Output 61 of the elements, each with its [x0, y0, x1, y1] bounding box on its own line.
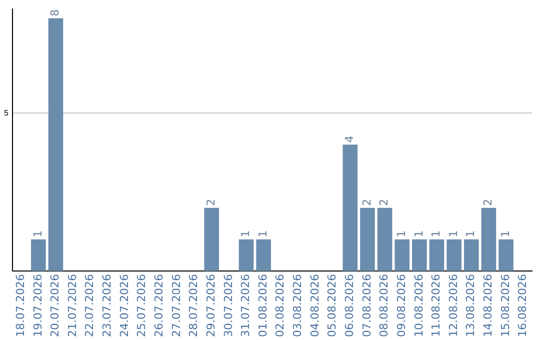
data-label: 2: [360, 198, 374, 206]
x-tick-label: 09.08.2026: [394, 274, 408, 338]
data-label: 4: [343, 136, 356, 143]
x-tick-label: 04.08.2026: [308, 274, 322, 338]
x-tick-label: 10.08.2026: [412, 274, 426, 338]
data-label: 1: [412, 230, 426, 238]
data-label: 1: [430, 230, 443, 238]
data-label: 2: [482, 198, 495, 206]
bar: [342, 144, 358, 272]
x-tick-label: 01.08.2026: [256, 274, 270, 338]
bar: [481, 208, 496, 272]
data-label: 8: [48, 9, 62, 16]
data-label: 1: [464, 230, 478, 238]
x-tick-label: 07.08.2026: [360, 274, 374, 338]
x-tick-label: 12.08.2026: [446, 274, 460, 338]
x-tick-label: 16.08.2026: [516, 274, 530, 338]
bar: [256, 239, 271, 272]
x-tick-label: 22.07.2026: [83, 274, 96, 338]
x-tick-label: 05.08.2026: [326, 274, 339, 338]
bar: [498, 239, 514, 272]
data-label: 1: [31, 230, 44, 238]
x-tick-label: 11.08.2026: [430, 274, 443, 338]
bar: [446, 239, 462, 272]
data-label: 1: [446, 230, 460, 238]
x-tick-label: 26.07.2026: [152, 274, 166, 338]
x-tick-label: 27.07.2026: [170, 274, 183, 338]
x-tick-label: 15.08.2026: [498, 274, 512, 338]
bar: [48, 18, 64, 272]
data-label: 1: [394, 230, 408, 238]
bar: [377, 208, 392, 272]
data-label: 1: [498, 230, 512, 238]
bar: [204, 208, 220, 272]
x-tick-label: 03.08.2026: [291, 274, 304, 338]
data-label: 1: [239, 230, 252, 238]
x-tick-label: 02.08.2026: [274, 274, 287, 338]
x-tick-label: 06.08.2026: [343, 274, 356, 338]
bar: [464, 239, 479, 272]
x-tick-label: 29.07.2026: [204, 274, 218, 338]
x-tick-label: 18.07.2026: [14, 274, 27, 338]
x-tick-label: 13.08.2026: [464, 274, 478, 338]
data-label: 2: [204, 198, 218, 206]
data-label: 2: [378, 198, 391, 206]
x-tick-label: 14.08.2026: [482, 274, 495, 338]
bar: [360, 208, 375, 272]
x-tick-label: 21.07.2026: [66, 274, 79, 338]
x-tick-label: 20.07.2026: [48, 274, 62, 338]
x-tick-label: 30.07.2026: [222, 274, 235, 338]
x-tick-label: 28.07.2026: [187, 274, 200, 338]
bar: [394, 239, 410, 272]
bar: [238, 239, 254, 272]
x-tick-label: 23.07.2026: [100, 274, 114, 338]
bar: [31, 239, 46, 272]
bar: [429, 239, 444, 272]
x-tick-label: 08.08.2026: [378, 274, 391, 338]
y-tick-label: 5: [4, 108, 9, 118]
bar: [412, 239, 427, 272]
x-tick-label: 25.07.2026: [135, 274, 148, 338]
data-label: 1: [256, 230, 270, 238]
x-tick-label: 31.07.2026: [239, 274, 252, 338]
x-tick-label: 24.07.2026: [118, 274, 131, 338]
x-tick-label: 19.07.2026: [31, 274, 44, 338]
